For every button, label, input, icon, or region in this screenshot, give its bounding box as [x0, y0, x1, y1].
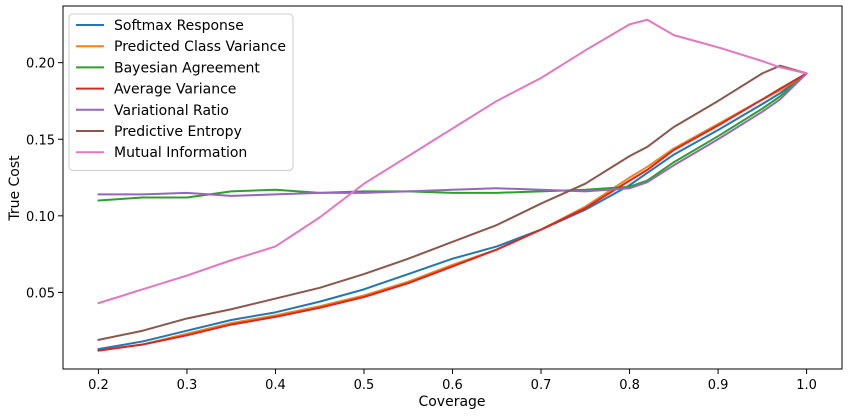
y-axis-title: True Cost [7, 155, 23, 222]
legend-label-average-variance: Average Variance [114, 82, 236, 98]
x-tick-label: 0.4 [265, 378, 286, 393]
series-line-variational-ratio [97, 72, 808, 197]
series-line-bayesian-agreement [97, 72, 808, 202]
series-line-average-variance [97, 72, 808, 352]
series-line-predictive-entropy [97, 64, 808, 341]
legend: Softmax Response Predicted Class Variance… [68, 13, 294, 171]
y-tick-label: 0.15 [26, 133, 55, 148]
x-tick-label: 0.3 [177, 378, 198, 393]
y-tick-label: 0.05 [26, 286, 55, 301]
x-axis: 0.2 0.3 0.4 0.5 0.6 0.7 0.8 0.9 1.0 [88, 369, 817, 393]
x-tick-label: 0.7 [531, 378, 552, 393]
x-tick-label: 0.2 [88, 378, 109, 393]
y-tick-label: 0.10 [26, 210, 55, 225]
y-tick-label: 0.20 [26, 57, 55, 72]
series-line-mutual-information [97, 18, 808, 305]
x-tick-label: 0.9 [708, 378, 729, 393]
x-tick-label: 0.5 [354, 378, 375, 393]
legend-box [68, 13, 294, 171]
series-line-softmax-response [97, 72, 808, 351]
legend-label-bayesian-agreement: Bayesian Agreement [114, 60, 260, 76]
legend-label-mutual-information: Mutual Information [114, 145, 247, 161]
x-tick-label: 0.6 [442, 378, 463, 393]
legend-label-variational-ratio: Variational Ratio [114, 103, 229, 119]
x-axis-title: Coverage [418, 394, 485, 410]
legend-label-predicted-class-variance: Predicted Class Variance [114, 39, 286, 55]
series-layer [97, 18, 808, 352]
x-tick-label: 1.0 [796, 378, 817, 393]
x-tick-label: 0.8 [619, 378, 640, 393]
legend-label-predictive-entropy: Predictive Entropy [114, 124, 242, 140]
legend-label-softmax-response: Softmax Response [114, 18, 244, 34]
y-axis: 0.05 0.10 0.15 0.20 [26, 57, 63, 301]
